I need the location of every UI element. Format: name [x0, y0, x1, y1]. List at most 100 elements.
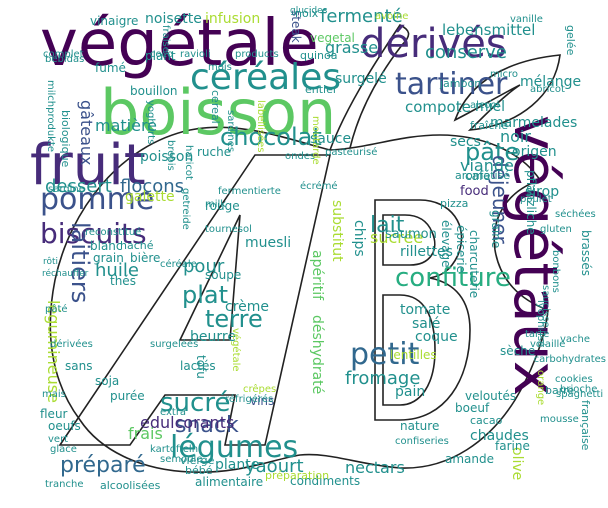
word-49: alimentaire	[195, 475, 264, 489]
word-69: cacao	[470, 414, 503, 427]
word-96: grain	[93, 251, 124, 265]
word-139: spaghetti	[556, 389, 604, 400]
word-1: boisson	[100, 76, 337, 149]
word-7: pomme	[40, 182, 155, 217]
word-98: bière	[130, 251, 161, 265]
word-5: tartiner	[395, 67, 508, 102]
word-151: mois	[208, 62, 232, 73]
word-84: fumé	[95, 61, 126, 75]
word-34: gâteaux	[77, 100, 96, 166]
word-146: ondes	[285, 151, 316, 162]
word-181: reconstitué	[85, 227, 142, 238]
word-161: gluten	[540, 224, 572, 235]
word-104: biologique	[59, 110, 72, 168]
word-102: tofu	[194, 355, 208, 379]
word-175: céréale	[160, 259, 197, 270]
word-150: entier	[305, 83, 338, 96]
word-111: bébé	[185, 464, 213, 477]
word-97: haché	[120, 239, 154, 252]
word-32: pour	[183, 256, 225, 277]
word-105: vegetal	[310, 31, 355, 45]
word-132: fraise	[160, 25, 171, 53]
word-93: ruche	[197, 145, 232, 159]
word-56: coque	[415, 329, 458, 345]
word-44: frais	[128, 424, 163, 443]
word-36: légumineuse	[44, 300, 63, 403]
word-118: extra	[160, 407, 187, 418]
word-159: bonbons	[550, 250, 561, 293]
word-51: soupe	[205, 268, 242, 282]
word-140: orange	[535, 370, 546, 406]
letter-b-outline	[374, 199, 471, 421]
word-48: surgelé	[335, 71, 387, 87]
apple-outline	[49, 126, 549, 473]
word-89: café	[465, 169, 491, 183]
word-108: graine	[489, 210, 503, 249]
word-45: plante	[215, 457, 260, 473]
word-27: yaourt	[245, 456, 304, 477]
word-52: crème	[225, 299, 270, 315]
word-50: muesli	[245, 235, 292, 251]
word-70: chaudes	[470, 428, 529, 444]
word-99: thés	[110, 274, 136, 288]
word-117: mais	[42, 389, 66, 400]
word-86: fraîche	[470, 119, 508, 132]
word-21: snack	[175, 413, 239, 438]
word-30: viande	[460, 156, 514, 175]
word-74: sans	[65, 359, 93, 373]
word-148: pasteurisé	[325, 147, 378, 158]
word-158: carbohydrates	[533, 354, 606, 365]
word-164: alcool	[470, 100, 500, 111]
word-26: déjeuner	[488, 155, 512, 244]
word-58: saumon	[385, 227, 437, 242]
word-83: noix	[295, 7, 319, 20]
word-64: vins	[250, 394, 275, 408]
word-62: déshydraté	[309, 315, 325, 395]
word-154: rôti	[43, 257, 59, 267]
word-53: beurre	[190, 329, 236, 345]
word-6: chocolat	[220, 123, 322, 151]
word-22: préparé	[60, 453, 146, 478]
word-31: huile	[95, 260, 139, 281]
word-134: products	[235, 49, 279, 60]
word-173: labellisées	[255, 100, 266, 153]
word-13: lait	[370, 213, 405, 238]
word-136: milk	[205, 199, 227, 210]
word-165: dérivées	[50, 339, 93, 350]
word-12: pâte	[465, 138, 520, 166]
word-129: quinoa	[300, 49, 338, 62]
word-153: sardine	[48, 184, 85, 195]
word-80: vinaigre	[90, 14, 139, 28]
word-168: saucisse	[540, 285, 551, 328]
word-155: glucides	[290, 6, 328, 16]
word-110: vierge	[180, 454, 215, 467]
word-171: brebis	[165, 140, 176, 171]
word-107: jambon	[440, 77, 482, 90]
word-101: lactés	[180, 359, 216, 373]
word-17: légumes	[170, 430, 299, 465]
word-121: vache	[560, 334, 591, 345]
word-114: semoule	[160, 454, 203, 465]
word-160: gelée	[564, 25, 577, 56]
word-68: boeuf	[455, 401, 490, 415]
word-180: bebidas	[45, 54, 85, 65]
word-2: fruit	[30, 133, 146, 198]
word-39: miel	[475, 99, 506, 115]
word-145: haricot	[183, 145, 194, 180]
word-127: séchées	[555, 209, 596, 220]
word-15: petit	[350, 337, 420, 372]
word-18: laitiers	[66, 222, 94, 304]
word-124: nature	[400, 419, 440, 433]
word-61: substitut	[329, 200, 345, 262]
word-149: moutarde	[310, 116, 321, 165]
word-20: plat	[182, 281, 229, 309]
word-184: volaille	[530, 339, 566, 350]
word-119: kartoffeln	[150, 444, 199, 455]
word-100: pâté	[45, 304, 68, 315]
word-88: sirop	[525, 184, 560, 200]
word-137: tournesol	[205, 224, 252, 235]
word-73: fleur	[40, 407, 68, 421]
word-37: grasse	[325, 38, 379, 57]
word-174: végétale	[230, 328, 241, 372]
word-81: infusion	[205, 11, 261, 27]
